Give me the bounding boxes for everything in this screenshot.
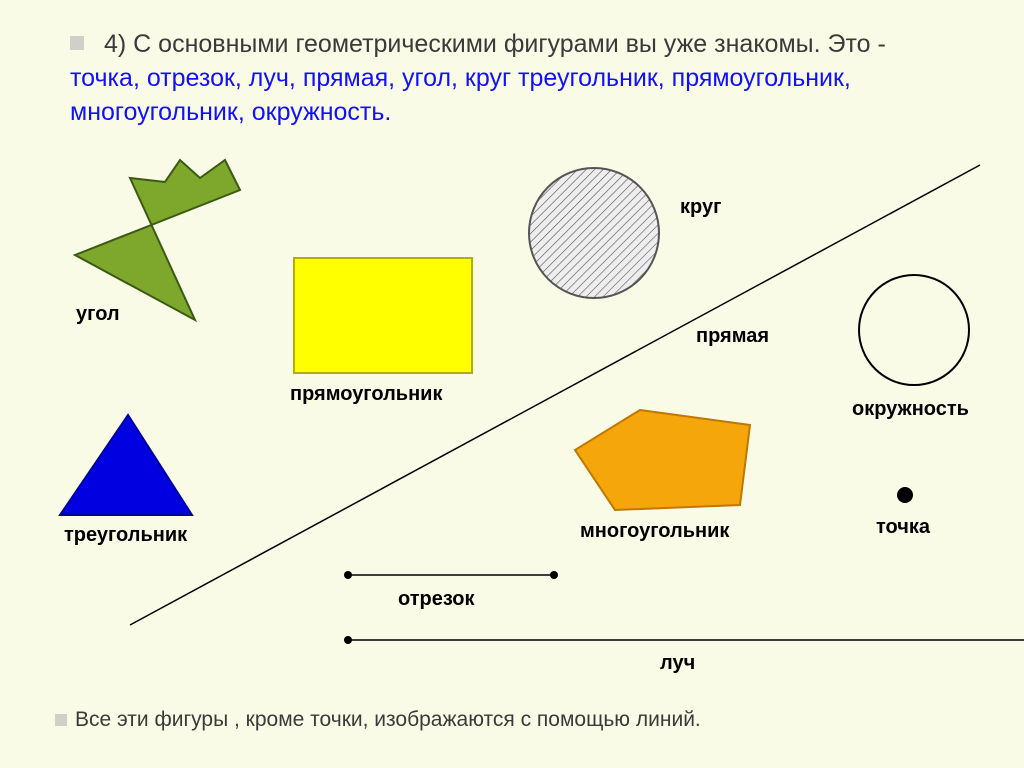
label-point: точка bbox=[876, 516, 930, 539]
circumference-shape bbox=[859, 275, 969, 385]
angle-shape bbox=[75, 160, 240, 320]
label-line: прямая bbox=[696, 325, 769, 348]
label-polygon: многоугольник bbox=[580, 520, 729, 543]
rectangle-shape bbox=[294, 258, 472, 373]
segment-endpoint bbox=[344, 571, 352, 579]
label-ray: луч bbox=[660, 652, 695, 675]
label-circumference: окружность bbox=[852, 398, 969, 421]
label-circle_filled: круг bbox=[680, 196, 721, 219]
triangle-shape bbox=[60, 415, 192, 515]
label-angle: угол bbox=[76, 303, 120, 326]
footer-bullet-icon bbox=[55, 714, 67, 726]
ray-endpoint bbox=[344, 636, 352, 644]
shapes-canvas bbox=[0, 0, 1024, 768]
segment-endpoint bbox=[550, 571, 558, 579]
label-triangle: треугольник bbox=[64, 524, 187, 547]
point-shape bbox=[897, 487, 913, 503]
circle-filled-shape bbox=[529, 168, 659, 298]
label-segment: отрезок bbox=[398, 588, 475, 611]
label-rectangle: прямоугольник bbox=[290, 383, 442, 406]
polygon-shape bbox=[575, 410, 750, 510]
footer-text: Все эти фигуры , кроме точки, изображают… bbox=[55, 708, 701, 732]
footer-content: Все эти фигуры , кроме точки, изображают… bbox=[75, 708, 701, 731]
